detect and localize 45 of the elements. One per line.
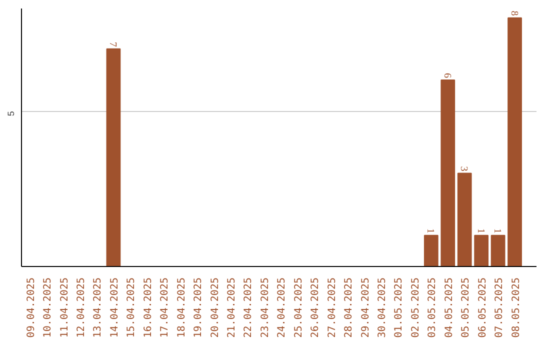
x-tick-label: 09.04.2025 (26, 277, 37, 338)
x-tick-label: 13.04.2025 (92, 277, 104, 338)
bar (106, 48, 121, 266)
x-tick-label: 28.04.2025 (344, 277, 355, 338)
x-tick-label: 21.04.2025 (226, 277, 238, 338)
x-tick-label: 27.04.2025 (326, 277, 338, 338)
x-tick-label: 14.04.2025 (109, 277, 120, 338)
y-tick-label: 5 (6, 111, 16, 116)
x-tick-label: 04.05.2025 (444, 277, 455, 338)
x-tick-label: 30.04.2025 (376, 277, 388, 338)
x-tick-label: 22.04.2025 (243, 277, 254, 338)
x-tick-label: 26.04.2025 (310, 277, 322, 338)
x-tick-label: 08.05.2025 (510, 277, 522, 338)
data-label: 1 (474, 228, 486, 234)
x-tick-label: 05.05.2025 (460, 277, 472, 338)
bar (424, 234, 438, 266)
x-tick-label: 10.04.2025 (42, 277, 54, 338)
data-label: 7 (106, 42, 118, 47)
x-tick-label: 01.05.2025 (394, 277, 405, 338)
x-tick-label: 17.04.2025 (160, 277, 171, 338)
bar (474, 234, 489, 266)
x-tick-label: 18.04.2025 (176, 277, 188, 338)
data-label: 3 (458, 166, 470, 172)
x-tick-label: 12.04.2025 (76, 277, 88, 338)
x-tick-label: 06.05.2025 (477, 277, 488, 338)
x-tick-label: 29.04.2025 (360, 277, 372, 338)
x-tick-label: 23.04.2025 (260, 277, 271, 338)
x-tick-label: 16.04.2025 (142, 277, 154, 338)
data-label: 1 (492, 228, 503, 234)
x-tick-label: 07.05.2025 (494, 277, 506, 338)
data-label: 1 (424, 228, 436, 234)
bar (508, 17, 522, 266)
x-tick-label: 15.04.2025 (126, 277, 138, 338)
data-label: 6 (441, 72, 452, 78)
bar (457, 172, 472, 266)
x-tick-label: 03.05.2025 (427, 277, 438, 338)
x-tick-label: 24.04.2025 (276, 277, 288, 338)
x-tick-label: 02.05.2025 (410, 277, 422, 338)
x-tick-label: 19.04.2025 (193, 277, 204, 338)
bar (490, 234, 506, 266)
bar (440, 79, 456, 266)
x-tick-label: 11.04.2025 (59, 277, 70, 338)
data-label: 8 (508, 10, 520, 16)
x-tick-label: 20.04.2025 (210, 277, 221, 338)
x-tick-label: 25.04.2025 (293, 277, 304, 338)
